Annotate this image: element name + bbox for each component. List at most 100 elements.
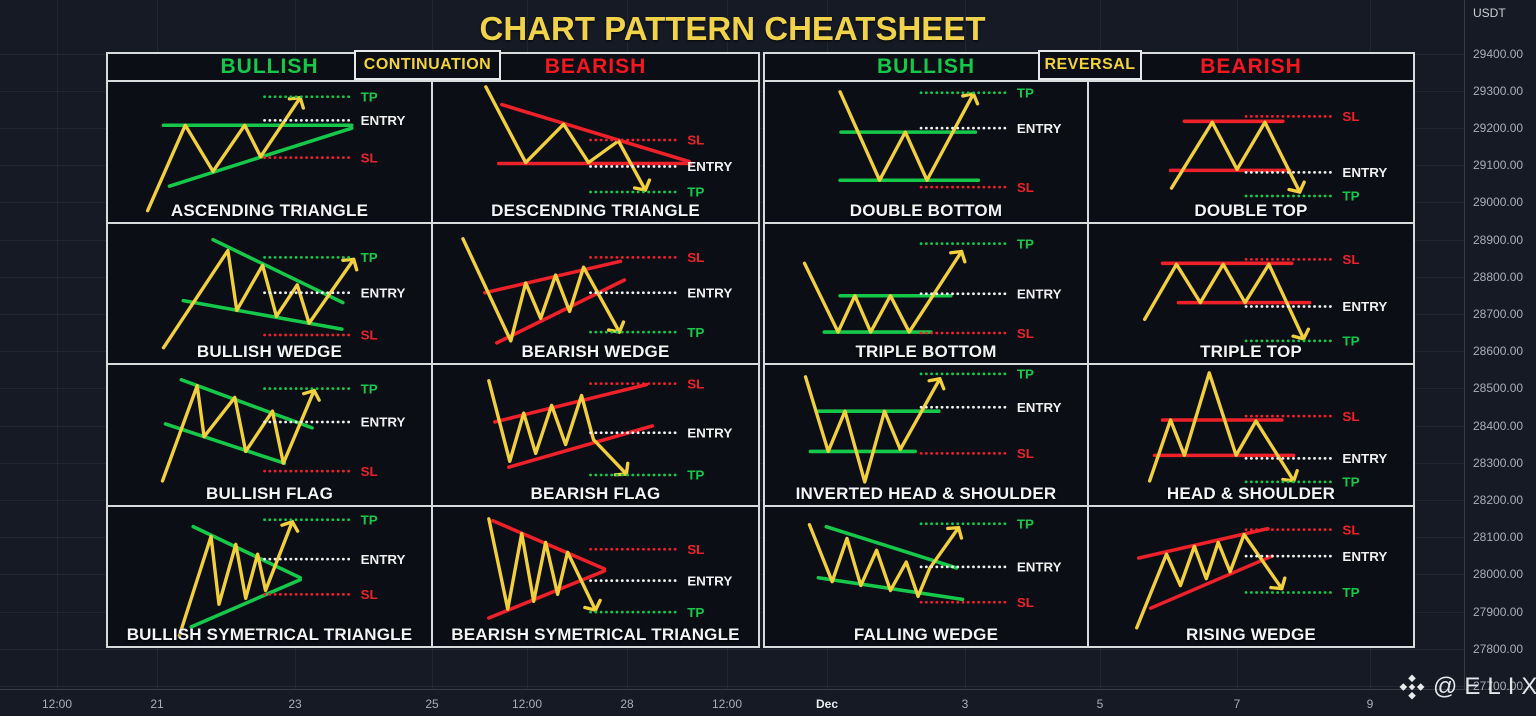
pattern-drawing: SL ENTRY TP	[461, 236, 732, 345]
price-axis-label: 28900.00	[1473, 232, 1524, 247]
level-label-tp: TP	[361, 250, 378, 265]
pattern-drawing: TP ENTRY SL	[161, 237, 406, 349]
level-label-tp: TP	[687, 324, 704, 339]
pattern-title: ASCENDING TRIANGLE	[170, 200, 369, 220]
pattern-title: FALLING WEDGE	[853, 625, 999, 644]
level-label-entry: ENTRY	[361, 551, 406, 566]
pattern-cell-bearish-flag: SL ENTRY TP BEARISH FLAG	[433, 363, 758, 505]
pattern-title: BULLISH WEDGE	[196, 342, 343, 361]
pattern-cell-bullish-flag: TP ENTRY SL BULLISH FLAG	[108, 363, 433, 505]
pattern-cell-descending-triangle: SL ENTRY TP DESCENDING TRIANGLE	[433, 80, 758, 222]
binance-diamond-icon	[1399, 674, 1425, 700]
level-label-sl: SL	[1342, 109, 1359, 124]
pattern-title: BEARISH SYMETRICAL TRIANGLE	[451, 625, 740, 644]
time-axis-label: 21	[150, 697, 164, 711]
time-axis-separator	[0, 689, 1536, 690]
time-axis-label: 7	[1233, 697, 1241, 711]
price-axis-currency: USDT	[1473, 6, 1506, 20]
level-label-sl: SL	[687, 250, 704, 265]
reversal-patterns-panel: BULLISH BEARISH TP ENTRY SL DOUBLE BOTTOM …	[763, 52, 1415, 648]
level-label-entry: ENTRY	[1017, 286, 1062, 301]
level-label-tp: TP	[1342, 475, 1359, 490]
level-label-tp: TP	[687, 468, 704, 483]
level-label-entry: ENTRY	[1342, 451, 1387, 466]
pattern-title: HEAD & SHOULDER	[1166, 483, 1336, 503]
pattern-drawing: TP ENTRY SL	[838, 86, 1062, 195]
pattern-title: DOUBLE BOTTOM	[849, 200, 1003, 220]
pattern-cell-double-top: SL ENTRY TP DOUBLE TOP	[1089, 80, 1413, 222]
price-axis-label: 27700.00	[1473, 678, 1524, 693]
level-label-entry: ENTRY	[687, 159, 732, 174]
pattern-cell-triple-top: SL ENTRY TP TRIPLE TOP	[1089, 221, 1413, 364]
level-label-sl: SL	[687, 133, 704, 148]
pattern-cell-bearish-wedge: SL ENTRY TP BEARISH WEDGE	[433, 221, 758, 364]
level-label-tp: TP	[1342, 333, 1359, 348]
pattern-title: TRIPLE TOP	[1200, 342, 1302, 361]
level-label-tp: TP	[687, 604, 704, 619]
level-label-tp: TP	[687, 185, 704, 200]
level-label-entry: ENTRY	[1017, 559, 1062, 574]
gridline	[0, 648, 1464, 650]
time-axis-label: 12:00	[711, 697, 743, 711]
time-axis-label: 28	[620, 697, 634, 711]
level-label-tp: TP	[361, 512, 378, 527]
pattern-cell-triple-bottom: TP ENTRY SL TRIPLE BOTTOM	[765, 221, 1089, 363]
pattern-drawing: TP ENTRY SL	[177, 512, 406, 637]
pattern-title: RISING WEDGE	[1186, 625, 1316, 644]
level-label-sl: SL	[1017, 446, 1034, 461]
pattern-cell-bullish-symetrical-triangle: TP ENTRY SL BULLISH SYMETRICAL TRIANGLE	[108, 504, 433, 646]
pattern-drawing: SL ENTRY TP	[484, 85, 732, 200]
price-axis[interactable]: USDT 29400.00 29300.00 29200.00 29100.00 290…	[1465, 0, 1536, 693]
level-label-sl: SL	[1017, 595, 1034, 610]
pattern-title: BEARISH WEDGE	[521, 342, 670, 361]
level-label-sl: SL	[1342, 409, 1359, 424]
level-label-tp: TP	[1017, 367, 1034, 382]
price-axis-label: 28100.00	[1473, 530, 1524, 545]
price-axis-label: 28600.00	[1473, 344, 1524, 359]
pattern-drawing: TP ENTRY SL	[803, 367, 1062, 484]
reversal-label-box: REVERSAL	[1038, 50, 1142, 80]
pattern-cell-bullish-wedge: TP ENTRY SL BULLISH WEDGE	[108, 221, 433, 363]
price-axis-separator	[1464, 0, 1465, 689]
gridline	[57, 0, 58, 689]
price-axis-label: 28500.00	[1473, 381, 1524, 396]
price-axis-label: 28300.00	[1473, 455, 1524, 470]
pattern-cell-ascending-triangle: TP ENTRY SL ASCENDING TRIANGLE	[108, 80, 433, 222]
pattern-drawing: TP ENTRY SL	[802, 236, 1062, 340]
pattern-title: BULLISH SYMETRICAL TRIANGLE	[126, 625, 413, 644]
pattern-drawing: SL ENTRY TP	[487, 516, 732, 619]
pattern-drawing: SL ENTRY TP	[1142, 252, 1387, 348]
header-bearish-reversal: BEARISH	[1200, 55, 1302, 78]
price-axis-label: 29200.00	[1473, 120, 1524, 135]
level-label-tp: TP	[1017, 516, 1034, 531]
time-axis-label: 12:00	[511, 697, 543, 711]
pattern-cell-rising-wedge: SL ENTRY TP RISING WEDGE	[1089, 504, 1413, 647]
price-axis-label: 27800.00	[1473, 641, 1524, 656]
level-label-sl: SL	[1342, 522, 1359, 537]
price-axis-label: 29400.00	[1473, 46, 1524, 61]
level-label-entry: ENTRY	[1017, 121, 1062, 136]
pattern-cell-inverted-head-shoulder: TP ENTRY SL INVERTED HEAD & SHOULDER	[765, 363, 1089, 505]
price-axis-label: 28700.00	[1473, 306, 1524, 321]
pattern-drawing: SL ENTRY TP	[1147, 371, 1387, 490]
pattern-title: BEARISH FLAG	[530, 483, 661, 503]
pattern-title: DOUBLE TOP	[1194, 200, 1308, 220]
time-axis-label: 23	[288, 697, 302, 711]
level-label-sl: SL	[361, 464, 378, 479]
pattern-cell-bearish-symetrical-triangle: SL ENTRY TP BEARISH SYMETRICAL TRIANGLE	[433, 504, 758, 647]
header-bearish-continuation: BEARISH	[544, 55, 647, 78]
price-axis-label: 28800.00	[1473, 269, 1524, 284]
gridline	[0, 685, 1464, 687]
level-label-entry: ENTRY	[687, 426, 732, 441]
level-label-entry: ENTRY	[361, 285, 406, 300]
price-axis-label: 28000.00	[1473, 567, 1524, 582]
time-axis[interactable]: 12:00 21 23 25 12:00 28 12:00 Dec 3 5 7 9	[0, 689, 1536, 716]
level-label-entry: ENTRY	[361, 113, 406, 128]
continuation-patterns-panel: BULLISH BEARISH TP ENTRY SL ASCENDING TRIA…	[106, 52, 760, 648]
level-label-tp: TP	[361, 381, 378, 396]
level-label-tp: TP	[361, 90, 378, 105]
level-label-sl: SL	[1017, 325, 1034, 340]
level-label-sl: SL	[361, 587, 378, 602]
pattern-cell-falling-wedge: TP ENTRY SL FALLING WEDGE	[765, 504, 1089, 646]
level-label-entry: ENTRY	[1342, 548, 1387, 563]
